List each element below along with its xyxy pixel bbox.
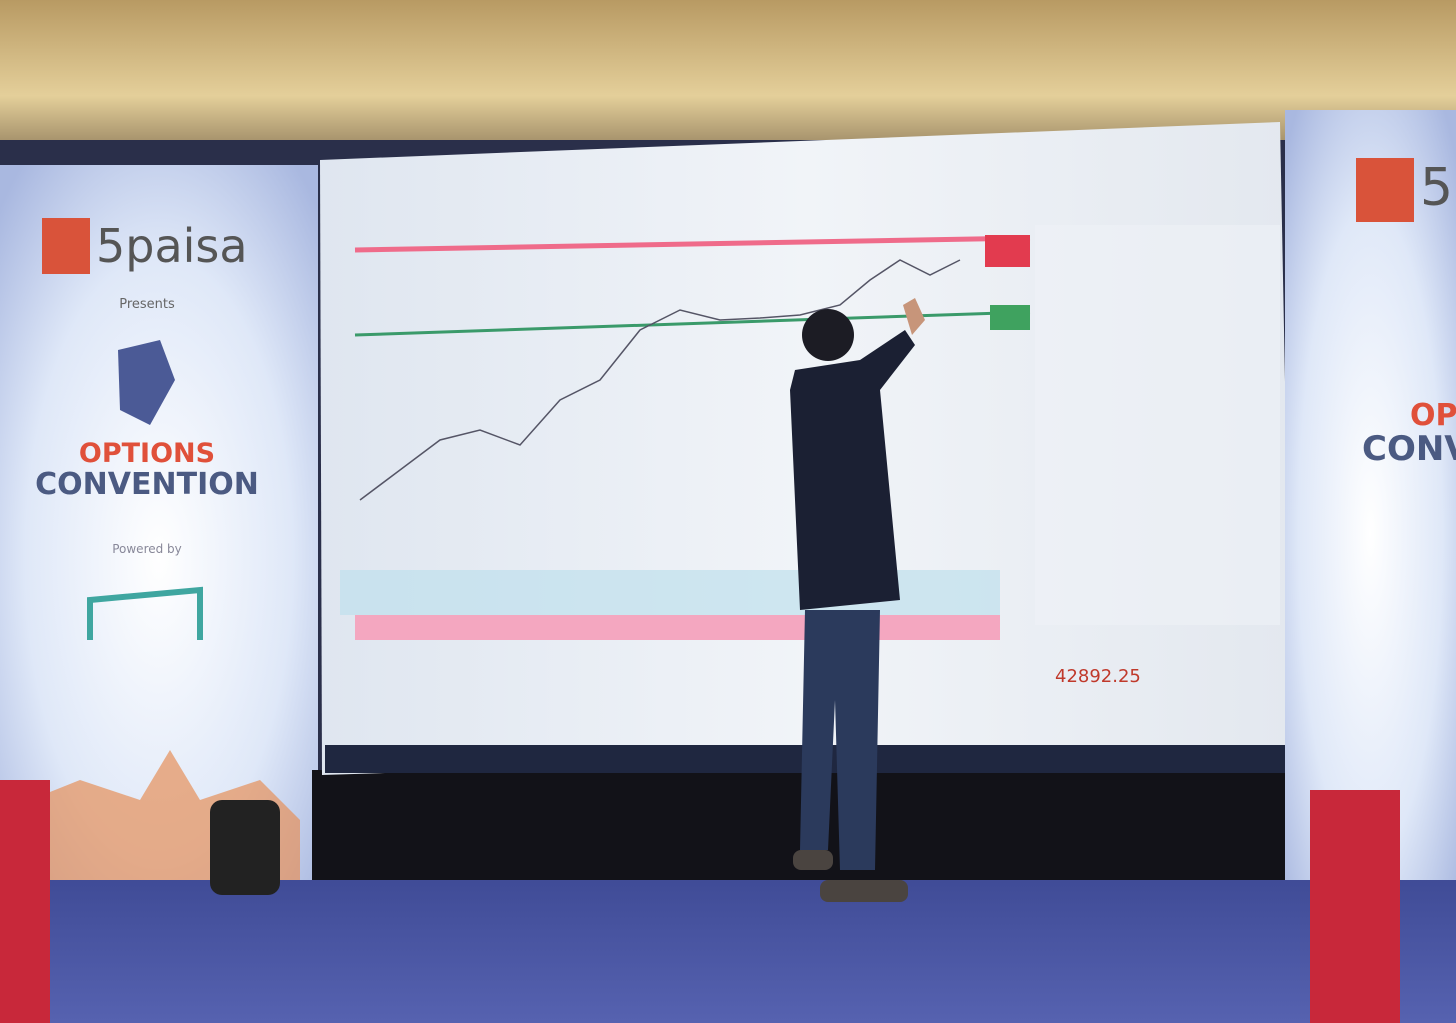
screen-price: 42892.25 — [1055, 666, 1141, 687]
brand-text-right: 5 — [1420, 158, 1453, 218]
backpack — [210, 800, 280, 895]
indicator-band — [340, 570, 1000, 615]
title-line1-right: OP — [1410, 398, 1456, 433]
bull-logo — [118, 340, 175, 425]
title-line1: OPTIONS — [79, 438, 215, 469]
powered-by: Powered by — [112, 542, 182, 556]
title-line2: CONVENTION — [35, 467, 259, 502]
resistance-line — [354, 235, 1031, 253]
brand-logo — [42, 218, 90, 274]
presents-text: Presents — [119, 297, 175, 312]
title-line2-right: CONV — [1362, 429, 1456, 469]
price-tag-green — [990, 305, 1030, 330]
sponsor-logo — [87, 586, 203, 640]
indicator-zone — [355, 615, 1000, 640]
right-banner — [1285, 110, 1456, 880]
left-banner — [0, 165, 318, 880]
price-chart-line — [359, 259, 961, 501]
presenter — [790, 298, 925, 902]
watchlist-panel — [1035, 225, 1280, 625]
red-table-left — [0, 780, 50, 1023]
brand-text: 5paisa — [96, 219, 248, 273]
price-tag-red — [985, 235, 1030, 267]
red-table-right — [1310, 790, 1400, 1023]
stage-floor — [0, 870, 1456, 1023]
brand-logo-right — [1356, 158, 1414, 222]
